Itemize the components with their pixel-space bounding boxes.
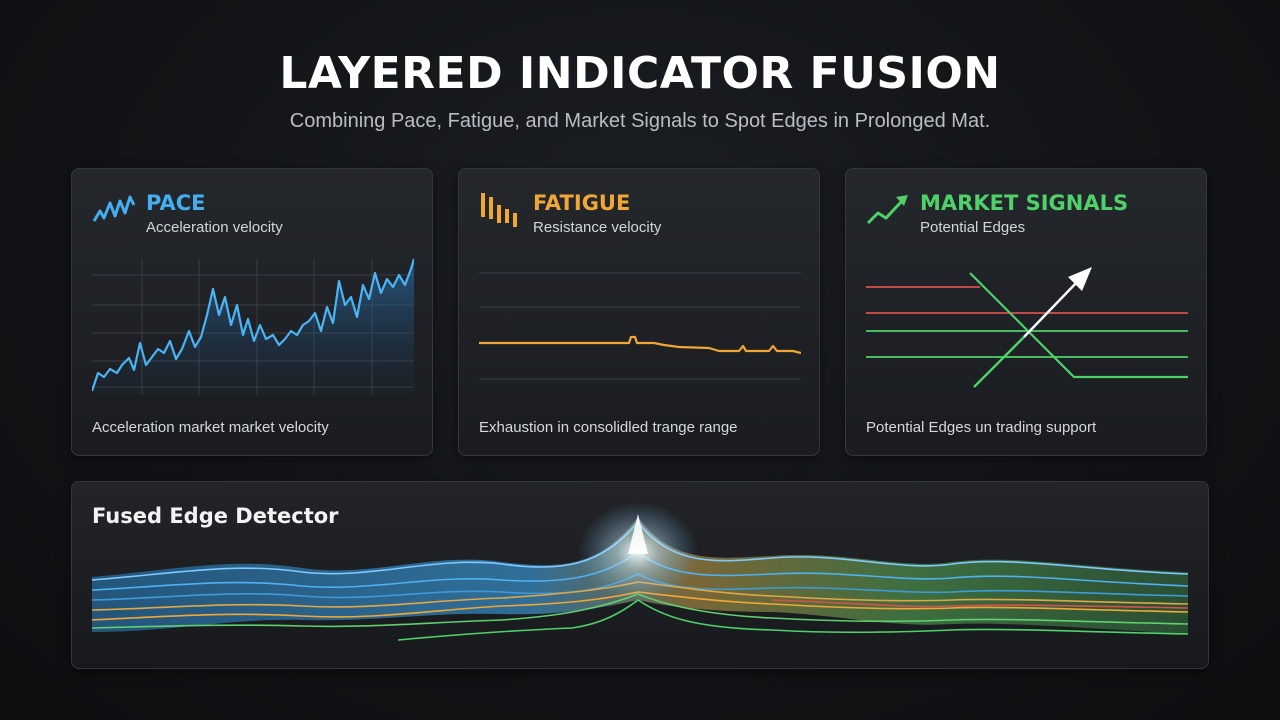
market-chart (866, 267, 1188, 388)
fused-edge-detector-panel: Fused Edge Detector (71, 481, 1209, 669)
descending-bars-icon (481, 193, 517, 227)
fused-title: Fused Edge Detector (92, 504, 339, 528)
pace-subtitle: Acceleration velocity (146, 219, 283, 236)
market-subtitle: Potential Edges (920, 219, 1026, 236)
market-title: MARKET SIGNALS (920, 191, 1129, 215)
fatigue-chart (479, 272, 801, 380)
fatigue-card: FATIGUE Resistance velocity Exhaustion i… (458, 168, 820, 456)
fatigue-subtitle: Resistance velocity (533, 219, 662, 236)
fused-edge-chart (91, 502, 1189, 641)
page-title: LAYERED INDICATOR FUSION (279, 48, 1001, 99)
fatigue-footer: Exhaustion in consolidled trange range (479, 419, 738, 436)
page-subtitle: Combining Pace, Fatigue, and Market Sign… (289, 110, 991, 132)
fatigue-title: FATIGUE (533, 191, 631, 215)
pace-card: PACE Acceleration velocity Acceleration … (71, 168, 433, 456)
market-card: MARKET SIGNALS Potential Edges Potential… (845, 168, 1207, 456)
pace-chart (92, 258, 414, 395)
zigzag-line-icon (92, 195, 136, 222)
market-footer: Potential Edges un trading support (866, 419, 1097, 436)
pace-footer: Acceleration market market velocity (92, 419, 329, 436)
pace-title: PACE (146, 191, 206, 215)
trend-up-arrow-icon (866, 195, 908, 225)
